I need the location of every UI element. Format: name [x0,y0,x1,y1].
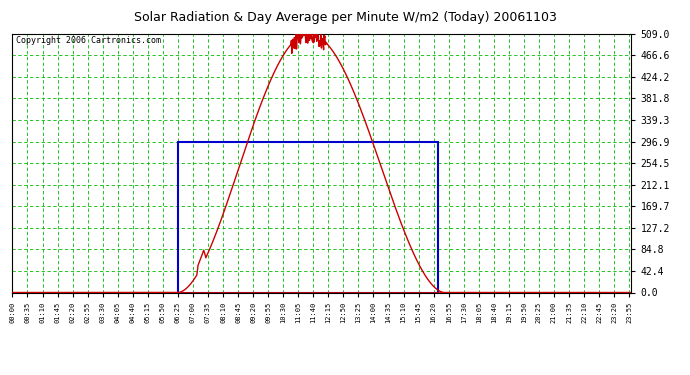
Text: Solar Radiation & Day Average per Minute W/m2 (Today) 20061103: Solar Radiation & Day Average per Minute… [134,11,556,24]
Bar [178,142,438,292]
Text: Copyright 2006 Cartronics.com: Copyright 2006 Cartronics.com [15,36,161,45]
